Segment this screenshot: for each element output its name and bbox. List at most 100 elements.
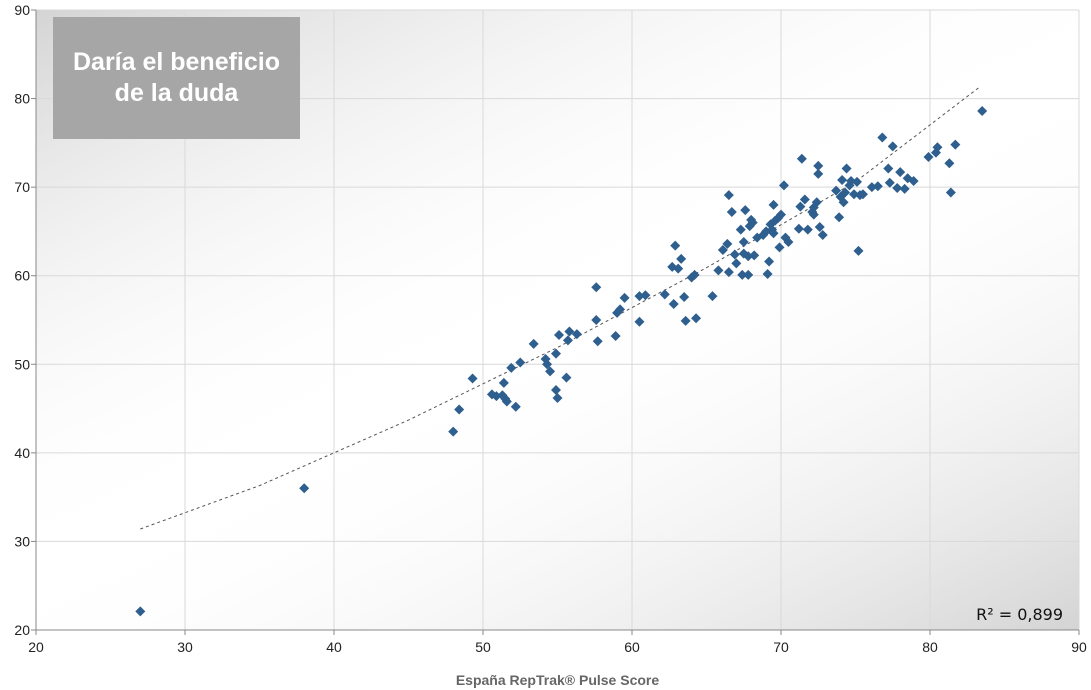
data-point — [811, 197, 822, 208]
data-point — [571, 329, 582, 340]
data-point — [726, 206, 737, 217]
data-point — [887, 141, 898, 152]
data-point — [743, 251, 754, 262]
data-point — [944, 158, 955, 169]
data-point — [670, 240, 681, 251]
data-point — [846, 175, 857, 186]
r-squared-annotation: R² = 0,899 — [976, 605, 1063, 624]
data-point — [977, 105, 988, 116]
data-point — [908, 175, 919, 186]
data-point — [795, 201, 806, 212]
data-point — [796, 153, 807, 164]
data-point — [591, 315, 602, 325]
data-point — [768, 228, 779, 239]
axes — [31, 9, 1080, 635]
data-point — [857, 189, 868, 200]
chart-title: Daría el beneficio de la duda — [53, 17, 300, 139]
data-point — [747, 217, 758, 228]
data-point — [491, 391, 502, 402]
data-point — [722, 238, 733, 249]
data-point — [723, 190, 734, 201]
data-point — [634, 316, 645, 327]
data-point — [945, 187, 956, 198]
data-point — [837, 175, 848, 186]
data-point — [877, 132, 888, 143]
data-point — [680, 315, 691, 326]
data-point — [498, 377, 509, 388]
tick-labels: 20 30 40 50 60 70 80 90 20 30 40 50 60 70 80 90 — [14, 2, 1087, 655]
data-point — [545, 366, 556, 377]
data-point — [723, 267, 734, 278]
x-tick-label: 60 — [624, 639, 640, 655]
y-tick-label: 20 — [14, 622, 30, 638]
data-point — [542, 359, 553, 370]
data-point — [932, 142, 943, 153]
data-point — [591, 282, 602, 293]
data-point — [528, 338, 539, 349]
data-point — [841, 163, 852, 174]
data-point — [817, 229, 828, 240]
data-point — [673, 263, 684, 274]
data-point — [510, 401, 521, 412]
data-point — [551, 384, 562, 395]
data-point — [738, 237, 749, 248]
x-axis-label: España RepTrak® Pulse Score — [456, 672, 660, 688]
data-point — [738, 248, 749, 259]
data-point — [551, 348, 562, 359]
data-point — [895, 167, 906, 178]
x-tick-label: 80 — [922, 639, 938, 655]
data-point — [553, 330, 564, 341]
trendline-path — [140, 85, 982, 530]
data-point — [813, 168, 824, 179]
data-point — [135, 606, 146, 617]
data-point — [813, 160, 824, 171]
data-point — [866, 182, 877, 193]
data-point — [731, 258, 742, 269]
x-tick-label: 30 — [177, 639, 193, 655]
data-point — [776, 209, 786, 220]
data-point — [883, 163, 894, 174]
x-tick-label: 90 — [1071, 639, 1087, 655]
data-point — [762, 268, 773, 279]
data-point — [448, 426, 459, 437]
data-point — [552, 392, 563, 403]
data-point — [764, 256, 775, 267]
data-point — [743, 269, 754, 280]
data-point — [923, 152, 934, 163]
data-point — [506, 362, 517, 373]
data-point — [659, 289, 670, 300]
data-point — [515, 357, 526, 368]
data-points — [135, 105, 988, 617]
y-tick-label: 60 — [14, 268, 30, 284]
y-tick-label: 40 — [14, 445, 30, 461]
data-point — [668, 299, 679, 310]
data-point — [713, 265, 724, 276]
data-point — [691, 313, 702, 324]
data-point — [840, 187, 851, 198]
data-point — [899, 183, 910, 194]
data-point — [793, 223, 804, 234]
data-point — [749, 250, 760, 261]
data-point — [740, 205, 751, 216]
x-tick-label: 70 — [773, 639, 789, 655]
data-point — [892, 183, 903, 194]
data-point — [735, 224, 746, 235]
data-point — [950, 139, 961, 150]
data-point — [454, 404, 465, 415]
y-tick-label: 30 — [14, 533, 30, 549]
y-tick-label: 50 — [14, 356, 30, 372]
data-point — [768, 199, 779, 210]
data-point — [707, 291, 718, 302]
data-point — [737, 269, 748, 280]
y-tick-label: 70 — [14, 179, 30, 195]
data-point — [564, 326, 575, 337]
trendline — [140, 85, 982, 530]
data-point — [615, 304, 626, 315]
data-point — [831, 185, 842, 196]
data-point — [562, 335, 573, 346]
data-point — [799, 194, 810, 205]
data-point — [679, 291, 690, 302]
data-point — [676, 253, 687, 264]
data-point — [838, 197, 849, 208]
